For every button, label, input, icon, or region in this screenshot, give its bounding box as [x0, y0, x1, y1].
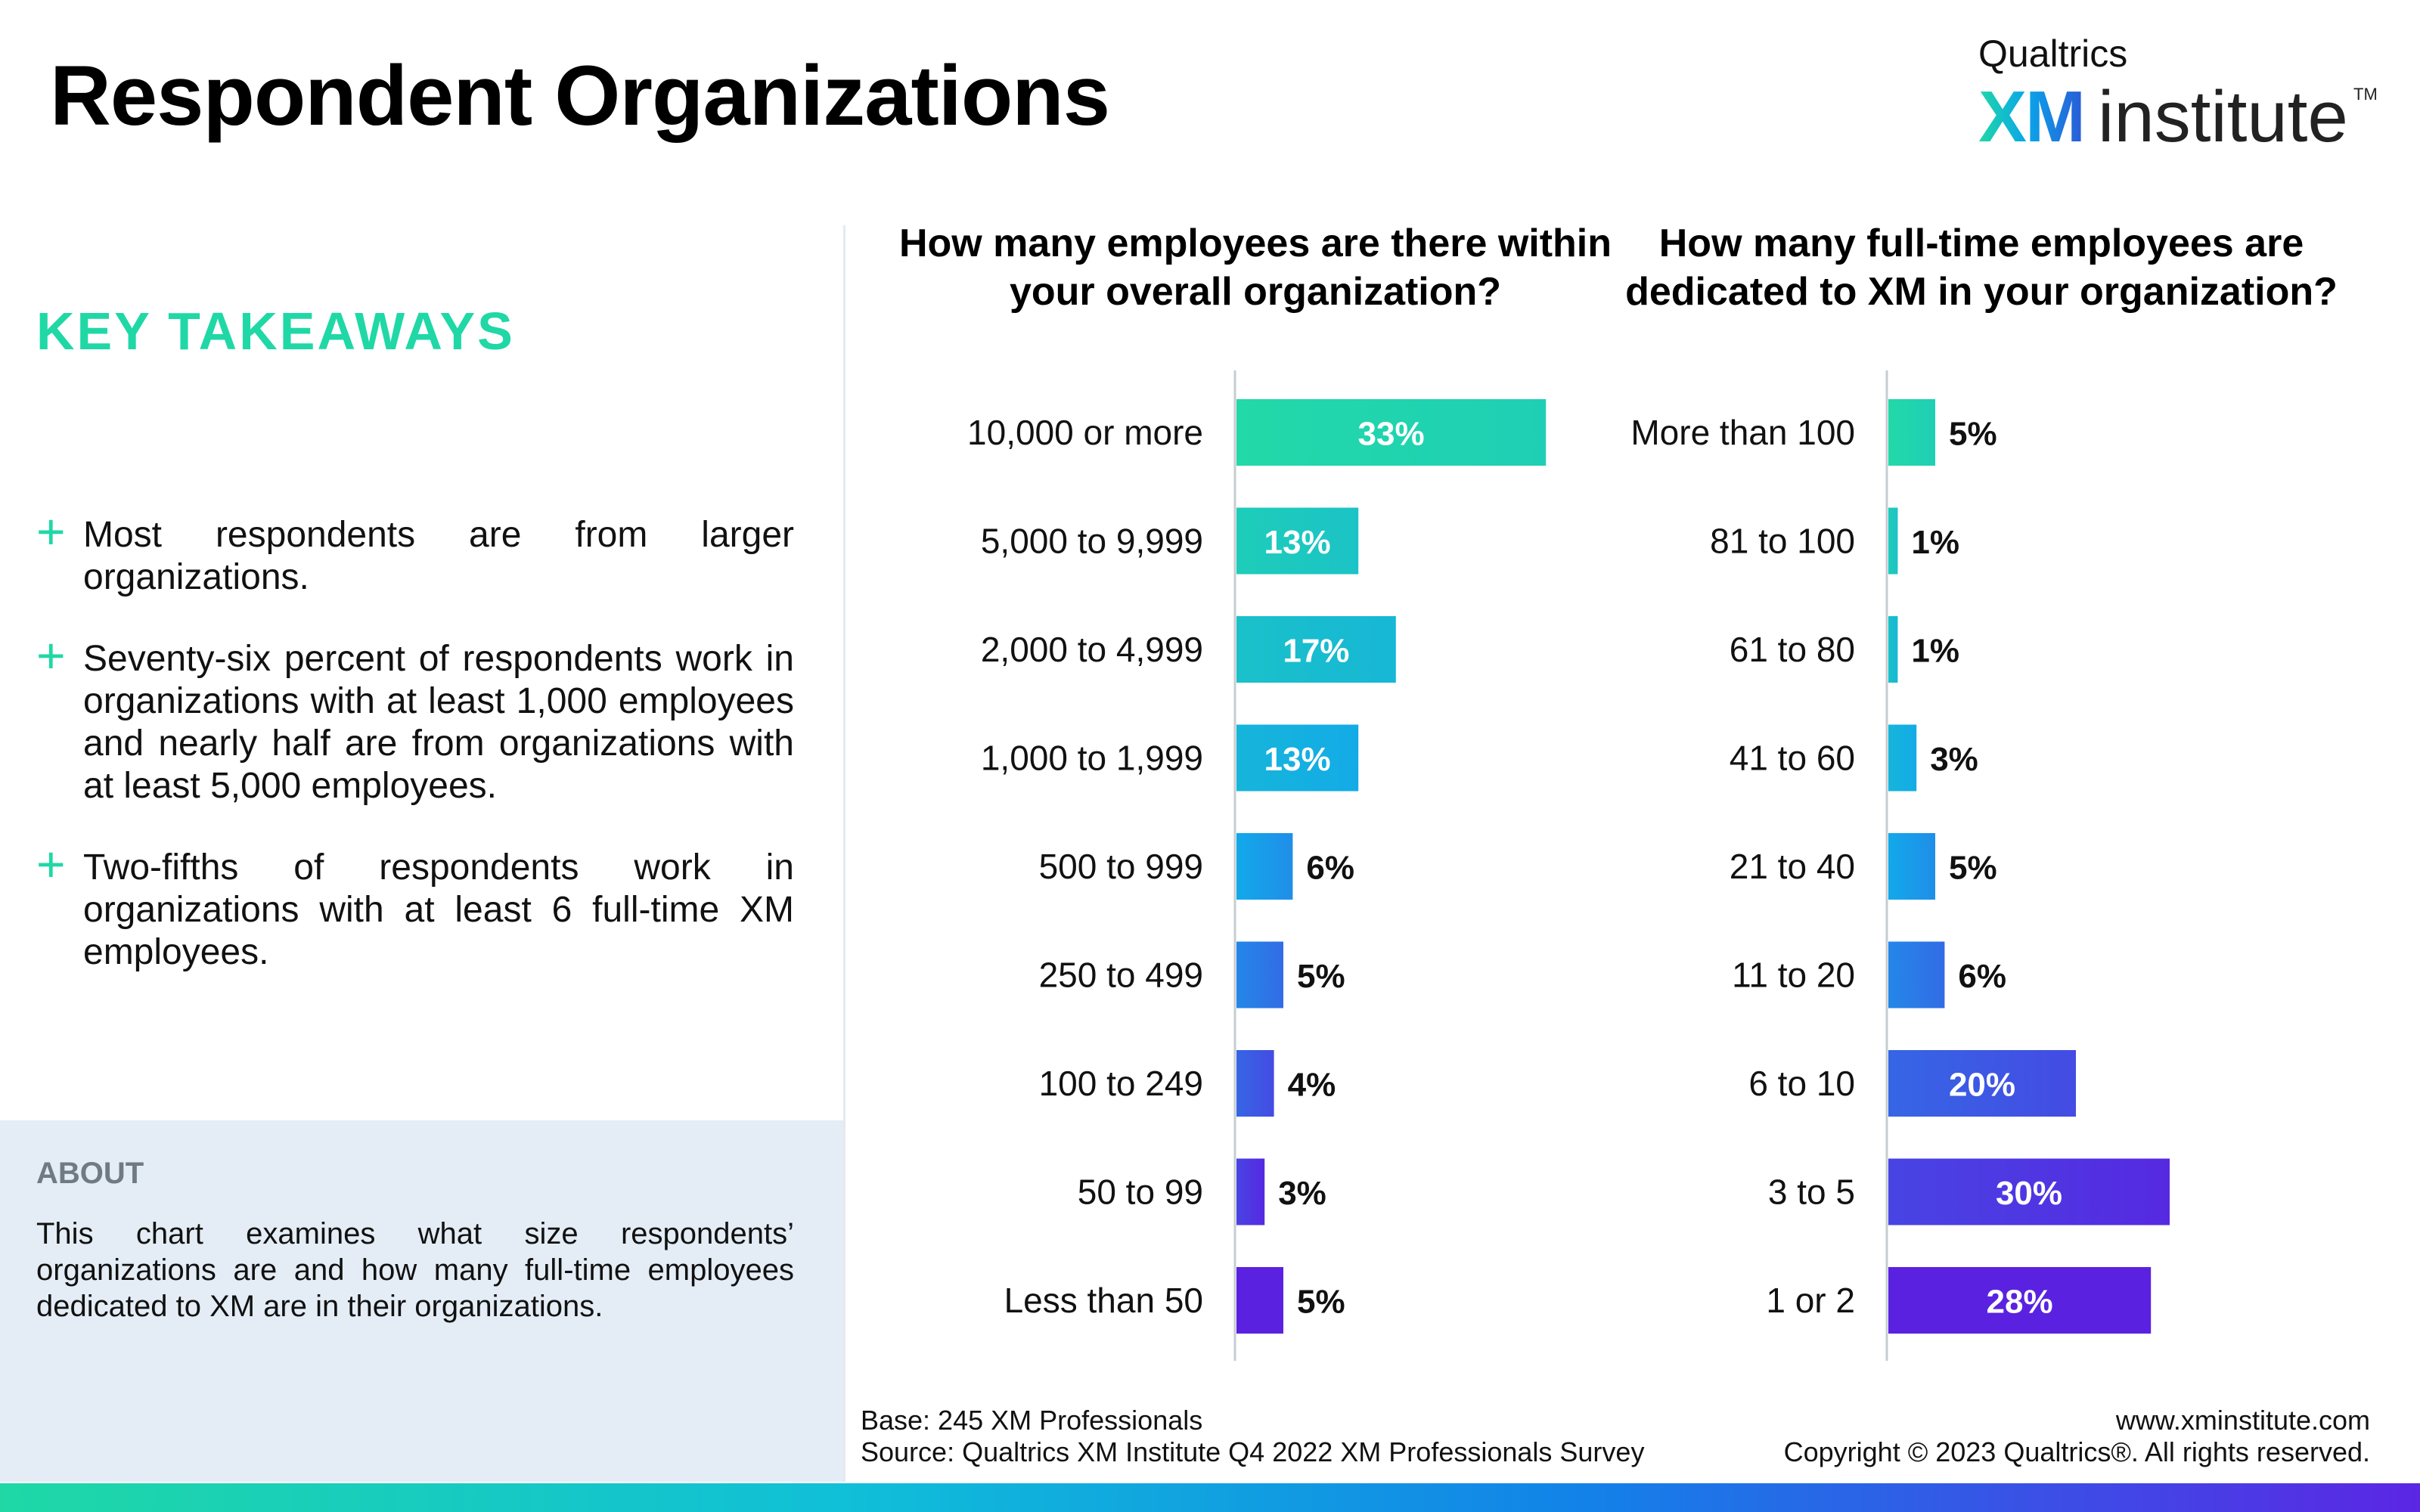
plus-icon: + — [36, 836, 66, 892]
source-note: Source: Qualtrics XM Institute Q4 2022 X… — [861, 1436, 1645, 1467]
category-label: 50 to 99 — [1078, 1173, 1203, 1212]
bar — [1888, 941, 1945, 1009]
data-label: 1% — [1911, 633, 1959, 670]
category-label: 100 to 249 — [1039, 1064, 1203, 1103]
logo-brand-text: Qualtrics — [1978, 33, 2128, 75]
data-label: 5% — [1297, 1284, 1345, 1321]
category-label: 81 to 100 — [1710, 522, 1855, 561]
category-label: 1 or 2 — [1766, 1281, 1855, 1320]
category-label: 11 to 20 — [1732, 956, 1855, 995]
org-size-bars: 10,000 or more 33% 5,000 to 9,999 13% 2,000 … — [967, 370, 1547, 1361]
category-label: 2,000 to 4,999 — [981, 630, 1203, 669]
takeaway-item: + Seventy-six percent of respondents wor… — [36, 631, 794, 807]
data-label: 5% — [1297, 958, 1345, 995]
bar — [1888, 724, 1917, 792]
bar — [1236, 1050, 1274, 1117]
qualtrics-xm-institute-logo: Qualtrics XM institute TM — [1978, 27, 2378, 157]
takeaway-text: Two-fifths of respondents work in organi… — [83, 847, 794, 972]
data-label: 4% — [1288, 1067, 1336, 1104]
category-label: More than 100 — [1630, 413, 1855, 452]
data-label: 1% — [1911, 524, 1959, 561]
about-panel: ABOUT This chart examines what size resp… — [0, 1120, 843, 1482]
logo-institute-text: institute — [2098, 76, 2348, 157]
takeaway-item: + Most respondents are from larger organ… — [36, 507, 794, 599]
xm-staff-bars: More than 100 5% 81 to 100 1% 61 to 80 1% 41 t… — [1630, 370, 2170, 1361]
bar — [1236, 1158, 1265, 1225]
plus-icon: + — [36, 627, 66, 683]
bar — [1888, 399, 1935, 466]
data-label: 33% — [1358, 416, 1425, 453]
key-takeaways-heading: KEY TAKEAWAYS — [36, 302, 515, 361]
data-label: 13% — [1264, 524, 1331, 561]
category-label: 10,000 or more — [967, 413, 1203, 452]
data-label: 6% — [1958, 958, 2006, 995]
data-label: 3% — [1278, 1175, 1326, 1212]
footer-credits: www.xminstitute.com Copyright © 2023 Qua… — [1784, 1405, 2370, 1468]
takeaway-text: Most respondents are from larger organiz… — [83, 515, 794, 597]
data-label: 28% — [1987, 1284, 2053, 1321]
data-label: 6% — [1306, 850, 1354, 887]
category-label: 250 to 499 — [1039, 956, 1203, 995]
data-label: 13% — [1264, 741, 1331, 778]
brand-gradient-strip — [0, 1483, 2420, 1512]
bar — [1888, 507, 1898, 575]
bar — [1236, 724, 1359, 792]
bar — [1236, 399, 1547, 466]
logo-xm-text: XM — [1978, 76, 2086, 157]
data-label: 5% — [1949, 416, 1997, 453]
bar — [1236, 941, 1283, 1009]
about-heading: ABOUT — [36, 1157, 144, 1190]
bar — [1888, 616, 1898, 683]
chart-title: How many full-time employees are dedicat… — [1625, 222, 2338, 314]
bar — [1236, 1267, 1283, 1334]
data-label: 5% — [1949, 850, 1997, 887]
bar — [1888, 1050, 2076, 1117]
about-text: This chart examines what size respondent… — [36, 1217, 794, 1323]
takeaway-item: + Two-fifths of respondents work in orga… — [36, 839, 794, 974]
bar — [1236, 507, 1359, 575]
category-label: 5,000 to 9,999 — [981, 522, 1203, 561]
copyright-notice: Copyright © 2023 Qualtrics®. All rights … — [1783, 1436, 2370, 1467]
category-label: 21 to 40 — [1730, 847, 1855, 886]
bar — [1888, 1267, 2152, 1334]
chart-title: How many employees are there within your… — [898, 222, 1612, 314]
category-label: 41 to 60 — [1730, 739, 1855, 778]
plus-icon: + — [36, 503, 66, 559]
website-link[interactable]: www.xminstitute.com — [2115, 1405, 2370, 1436]
bar — [1236, 833, 1293, 900]
category-label: 3 to 5 — [1768, 1173, 1855, 1212]
bar — [1236, 616, 1396, 683]
footer-source: Base: 245 XM Professionals Source: Qualt… — [861, 1405, 1644, 1468]
category-label: 6 to 10 — [1748, 1064, 1855, 1103]
category-label: 500 to 999 — [1039, 847, 1203, 886]
data-label: 20% — [1949, 1067, 2015, 1104]
category-label: Less than 50 — [1004, 1281, 1203, 1320]
key-takeaways-list: + Most respondents are from larger organ… — [36, 507, 794, 1013]
section-divider — [843, 225, 845, 1482]
category-label: 1,000 to 1,999 — [981, 739, 1203, 778]
data-label: 30% — [1996, 1175, 2062, 1212]
logo-trademark: TM — [2353, 85, 2378, 104]
data-label: 17% — [1283, 633, 1349, 670]
page-title: Respondent Organizations — [50, 48, 1110, 143]
bar — [1888, 833, 1935, 900]
bar — [1888, 1158, 2170, 1225]
takeaway-text: Seventy-six percent of respondents work … — [83, 639, 794, 806]
category-label: 61 to 80 — [1730, 630, 1855, 669]
base-note: Base: 245 XM Professionals — [861, 1405, 1203, 1436]
data-label: 3% — [1930, 741, 1978, 778]
